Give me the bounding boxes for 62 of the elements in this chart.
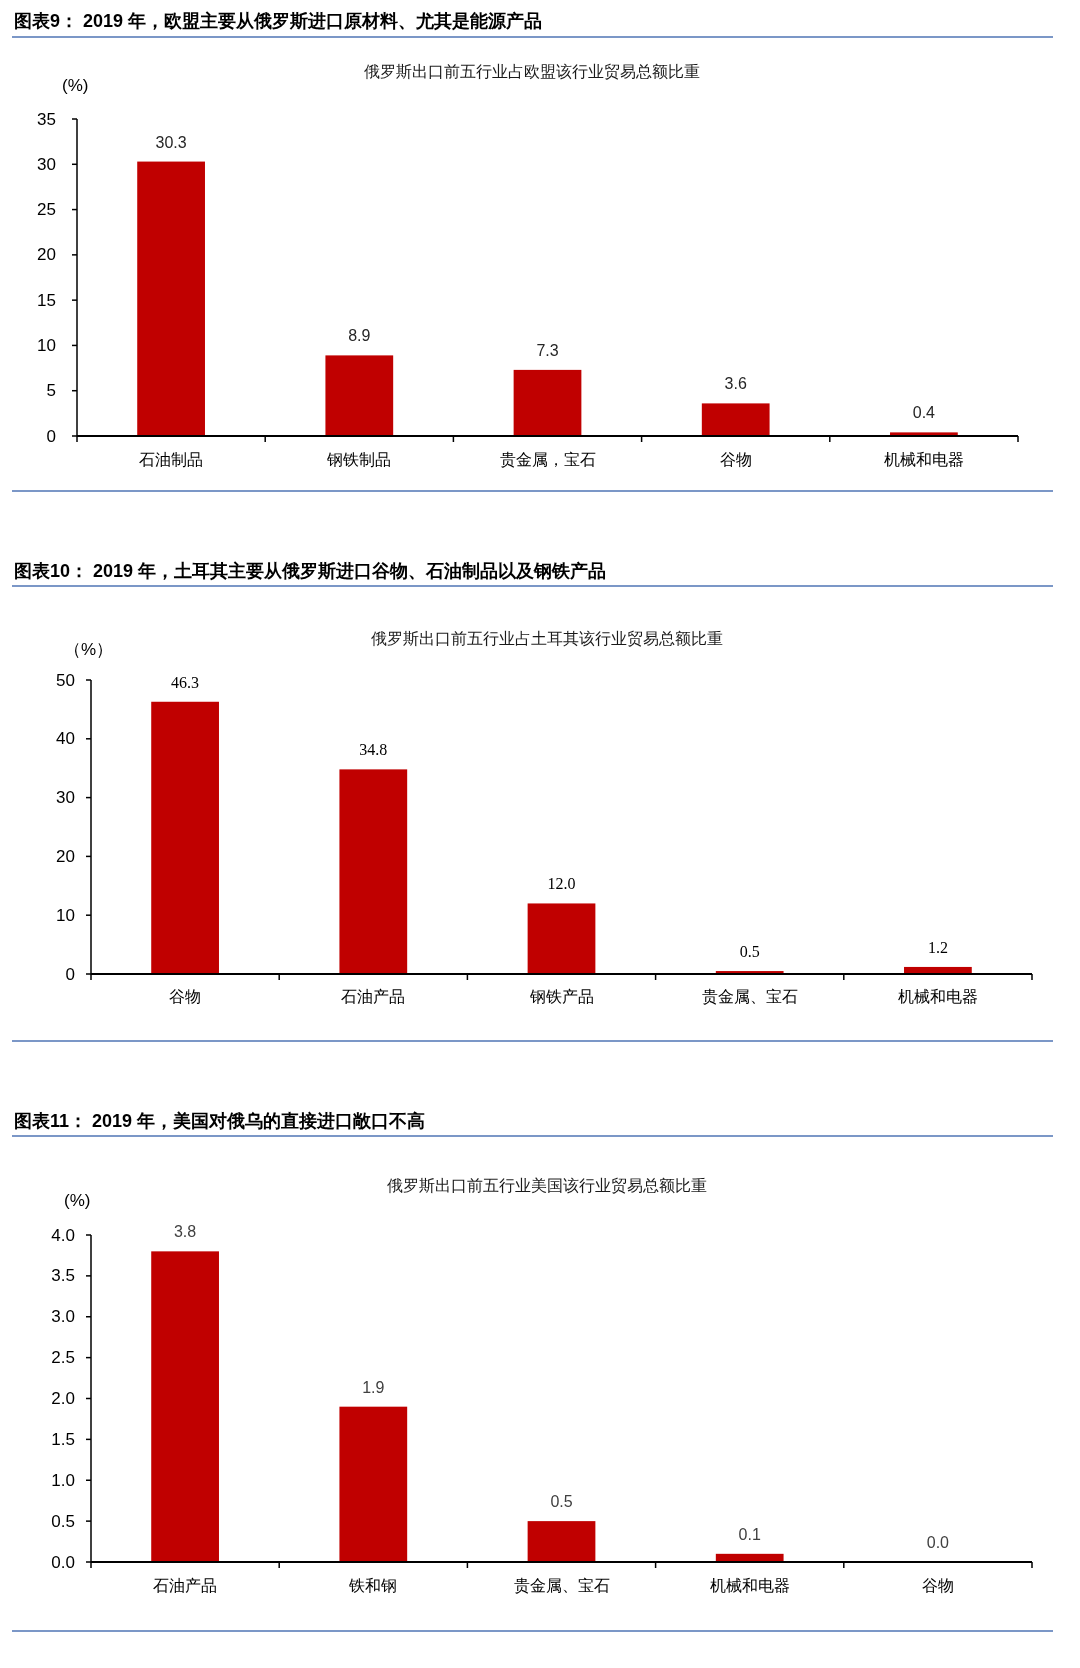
data-label: 7.3	[536, 341, 559, 359]
data-label: 3.6	[724, 375, 747, 393]
ytick: 2.0	[51, 1389, 75, 1408]
data-label: 3.8	[174, 1223, 197, 1241]
xtick: 贵金属、宝石	[701, 988, 798, 1005]
xtick: 机械和电器	[883, 451, 964, 468]
data-label: 30.3	[155, 133, 187, 151]
ytick: 0.0	[51, 1552, 75, 1572]
data-label: 0.4	[912, 404, 936, 422]
ytick: 0	[65, 964, 75, 984]
ytick: 20	[37, 245, 56, 265]
data-label: 0.5	[550, 1493, 573, 1511]
ytick: 2.5	[51, 1348, 75, 1368]
ytick: 3.0	[51, 1307, 75, 1327]
data-label: 0.0	[926, 1534, 950, 1551]
ylabel: (%)	[62, 76, 89, 95]
ytick: 20	[56, 846, 75, 866]
data-label: 46.3	[171, 673, 200, 691]
xtick: 铁和钢	[349, 1577, 398, 1594]
ytick: 0.5	[51, 1511, 75, 1531]
subtitle: 俄罗斯出口前五行业占欧盟该行业贸易总额比重	[364, 63, 700, 80]
data-label: 12.0	[547, 875, 576, 893]
ytick: 1.0	[51, 1470, 75, 1490]
ytick: 25	[37, 200, 56, 220]
ytick: 30	[37, 154, 56, 174]
title: 图表11： 2019 年，美国对俄乌的直接进口敞口不高	[14, 1111, 426, 1131]
subtitle: 俄罗斯出口前五行业占土耳其该行业贸易总额比重	[371, 630, 723, 647]
ytick: 10	[56, 905, 75, 925]
data-label: 1.9	[362, 1378, 385, 1396]
ytick: 15	[37, 290, 56, 310]
xtick: 贵金属、宝石	[513, 1577, 610, 1594]
xtick: 谷物	[921, 1577, 954, 1594]
ylabel: （%）	[64, 640, 114, 659]
data-label: 1.2	[927, 938, 948, 956]
ytick: 40	[56, 729, 75, 749]
xtick: 钢铁产品	[529, 988, 594, 1005]
ytick: 35	[37, 109, 56, 129]
xtick: 钢铁制品	[327, 451, 392, 468]
ytick: 50	[56, 670, 75, 690]
xtick: 贵金属，宝石	[499, 451, 596, 468]
xtick: 谷物	[169, 988, 202, 1005]
xtick: 机械和电器	[897, 988, 978, 1005]
data-label: 0.5	[739, 943, 760, 961]
ytick: 0	[46, 426, 56, 446]
xtick: 石油产品	[341, 988, 406, 1005]
ytick: 5	[46, 381, 56, 401]
ytick: 4.0	[51, 1225, 75, 1245]
data-label: 34.8	[359, 741, 388, 759]
xtick: 石油制品	[139, 451, 204, 468]
ytick: 3.5	[51, 1266, 75, 1286]
ytick: 30	[56, 788, 75, 808]
ylabel: (%)	[64, 1191, 91, 1210]
xtick: 谷物	[719, 451, 752, 468]
data-label: 8.9	[348, 327, 371, 345]
subtitle: 俄罗斯出口前五行业美国该行业贸易总额比重	[387, 1177, 707, 1194]
xtick: 石油产品	[153, 1577, 218, 1594]
title: 图表10： 2019 年，土耳其主要从俄罗斯进口谷物、石油制品以及钢铁产品	[14, 561, 607, 581]
xtick: 机械和电器	[709, 1577, 790, 1594]
ytick: 1.5	[51, 1429, 75, 1449]
ytick: 10	[37, 335, 56, 355]
title: 图表9： 2019 年，欧盟主要从俄罗斯进口原材料、尤其是能源产品	[14, 11, 543, 31]
data-label: 0.1	[738, 1525, 761, 1543]
